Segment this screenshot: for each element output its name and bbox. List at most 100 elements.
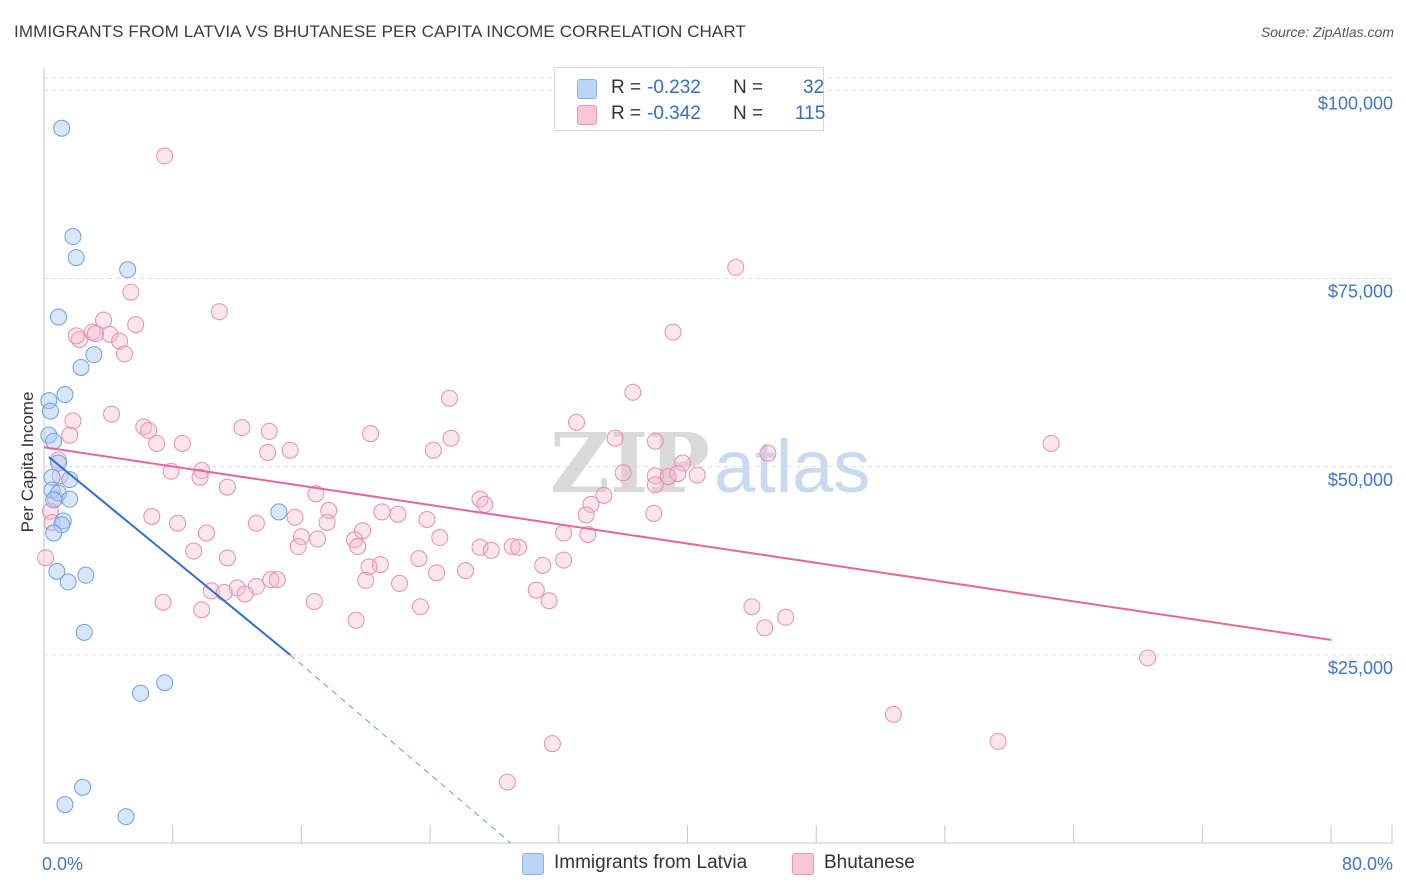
bhutanese-point [286,508,304,526]
y-tick-label: $50,000 [1328,470,1393,490]
bottom-legend-label-latvia: Immigrants from Latvia [554,852,748,873]
bhutanese-point [64,412,82,430]
bhutanese-point [281,441,299,459]
bhutanese-point [318,513,336,531]
latvia-point [40,392,58,410]
bhutanese-point [101,325,119,343]
latvia-point [64,228,82,246]
bhutanese-point [759,444,777,462]
bhutanese-point [371,556,389,574]
bhutanese-point [756,619,774,637]
latvia-point [85,346,103,364]
bhutanese-point [143,507,161,525]
bhutanese-point [86,325,104,343]
bhutanese-point [428,564,446,582]
bhutanese-point [233,419,251,437]
series-bhutanese-points [37,147,1157,791]
latvia-point [75,623,93,641]
latvia-point [156,674,174,692]
bhutanese-point [260,422,278,440]
bhutanese-point [156,147,174,165]
bhutanese-point [247,514,265,532]
latvia-trend-line [48,456,291,656]
bhutanese-point [669,465,687,483]
bhutanese-point [210,303,228,321]
bhutanese-point [456,562,474,580]
bhutanese-point [646,476,664,494]
bhutanese-point [305,592,323,610]
legend-n-label: N = [733,103,764,124]
legend-box: R = -0.232 N = 32 R = -0.342 N = 115 [554,67,826,131]
latvia-point [119,261,137,279]
bhutanese-point [471,538,489,556]
bhutanese-point [268,571,286,589]
bhutanese-point [674,454,692,472]
latvia-point [67,249,85,267]
bhutanese-point [624,383,642,401]
latvia-point [45,432,63,450]
y-tick-label: $75,000 [1328,282,1393,302]
bhutanese-point [498,773,516,791]
bhutanese-point [595,486,613,504]
bhutanese-point [503,538,521,556]
bhutanese-point [127,316,145,334]
legend-swatch-bhutanese [577,105,597,125]
latvia-point [53,119,71,137]
bhutanese-point [645,504,663,522]
bhutanese-point [431,529,449,547]
bhutanese-point [389,505,407,523]
bhutanese-point [418,510,436,528]
bhutanese-point [688,466,706,484]
bhutanese-point [360,558,378,576]
bhutanese-point [95,311,113,329]
bhutanese-point [307,485,325,503]
bhutanese-point [67,327,85,345]
bhutanese-point [777,608,795,626]
bhutanese-point [534,556,552,574]
bhutanese-point [1139,649,1157,667]
bhutanese-point [154,593,172,611]
bhutanese-point [614,464,632,482]
chart-title: IMMIGRANTS FROM LATVIA VS BHUTANESE PER … [14,22,746,41]
bhutanese-point [197,524,215,542]
bhutanese-point [482,541,500,559]
bhutanese-point [115,345,133,363]
bhutanese-point [140,422,158,440]
bhutanese-point [664,323,682,341]
legend-n-value: 115 [795,103,826,124]
bhutanese-point [476,495,494,513]
axes [43,68,1393,844]
latvia-point [132,684,150,702]
latvia-point [56,386,74,404]
bhutanese-point [262,571,280,589]
bhutanese-point [103,405,121,423]
watermark-zip: ZIP [550,416,710,512]
bhutanese-point [989,732,1007,750]
bhutanese-point [215,583,233,601]
bottom-legend-label-bhutanese: Bhutanese [824,852,915,873]
latvia-point [43,468,61,486]
bhutanese-point [543,735,561,753]
bhutanese-point [540,592,558,610]
latvia-point [117,808,135,826]
legend-n-value: 32 [803,77,825,98]
latvia-point [74,778,92,796]
bhutanese-point [193,601,211,619]
bhutanese-point [411,598,429,616]
bhutanese-point [440,389,458,407]
bhutanese-point [191,468,209,486]
bhutanese-point [659,468,677,486]
bhutanese-point [555,524,573,542]
source-label: Source: ZipAtlas.com [1260,24,1394,40]
latvia-point [72,358,90,376]
bhutanese-point [185,542,203,560]
bhutanese-point [410,550,428,568]
y-tick-label: $25,000 [1328,658,1393,678]
legend-n-label: N = [733,77,764,98]
latvia-point [41,402,59,420]
series-latvia-points [40,119,288,826]
legend-r-label: R = [611,77,642,98]
bhutanese-point [555,551,573,569]
bhutanese-point [148,434,166,452]
bhutanese-point [236,585,254,603]
